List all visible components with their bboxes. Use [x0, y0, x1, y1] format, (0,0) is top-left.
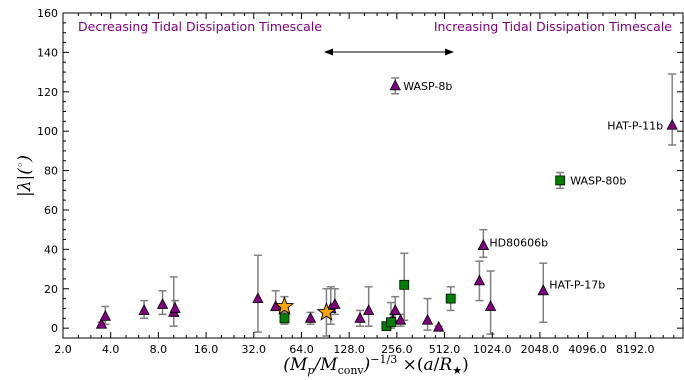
y-tick-label: 120: [37, 86, 58, 99]
annotations: WASP-8b HAT-P-11b HD80606b HAT-P-17b WASP-80…: [403, 80, 663, 292]
y-tick-label: 20: [44, 283, 58, 296]
x-tick-label: 8.0: [150, 343, 168, 356]
point-label: HD80606b: [489, 236, 548, 249]
triangle-point: [169, 302, 181, 313]
star-point: [274, 296, 295, 315]
triangle-point: [138, 304, 150, 315]
y-tick-label: 140: [37, 46, 58, 59]
plot-frame: [62, 12, 684, 339]
triangle-point: [389, 304, 401, 315]
markers: [95, 79, 678, 332]
triangle-point: [394, 313, 407, 325]
point-label: WASP-80b: [570, 174, 626, 187]
y-tick-label: 60: [44, 204, 58, 217]
triangle-point: [666, 118, 678, 130]
triangle-point: [156, 298, 169, 309]
square-point: [399, 279, 410, 290]
x-axis-label: (Mp/Mconv)−1/3 ×(a/R★): [283, 353, 468, 377]
direction-arrow: [324, 48, 454, 56]
triangle-point: [354, 311, 366, 323]
star-point: [316, 302, 337, 321]
square-point: [279, 313, 290, 324]
triangle-point: [484, 300, 497, 311]
triangle-point: [95, 317, 108, 329]
x-tick-label: 2048.0: [521, 343, 560, 356]
triangle-point: [537, 284, 549, 296]
triangle-point: [304, 311, 317, 323]
x-tick-label: 256.0: [381, 343, 413, 356]
y-tick-label: 100: [37, 125, 58, 138]
triangle-point: [99, 309, 111, 321]
triangle-point: [473, 274, 486, 286]
x-tick-label: 512.0: [429, 343, 461, 356]
point-label: WASP-8b: [403, 80, 452, 93]
x-tick-label: 2.0: [54, 343, 72, 356]
square-point: [445, 293, 456, 304]
y-tick-label: 40: [44, 243, 58, 256]
region-label-left: Decreasing Tidal Dissipation Timescale: [78, 19, 322, 34]
x-tick-label: 128.0: [333, 343, 365, 356]
y-tick-label: 160: [37, 7, 58, 20]
x-tick-label: 4096.0: [568, 343, 607, 356]
region-label-right: Increasing Tidal Dissipation Timescale: [434, 19, 672, 34]
triangle-point: [421, 313, 434, 325]
square-point: [386, 317, 396, 328]
x-tick-label: 1024.0: [473, 343, 512, 356]
x-tick-label: 32.0: [242, 343, 267, 356]
square-point: [555, 175, 566, 186]
triangle-point: [329, 298, 341, 309]
point-label: HAT-P-11b: [607, 119, 663, 132]
x-tick-label: 4.0: [102, 343, 120, 356]
svg-text:(Mp/Mconv)−1/3 ×(a/R★): (Mp/Mconv)−1/3 ×(a/R★): [283, 353, 468, 377]
y-axis-label: |λ|(◦): [14, 155, 35, 197]
y-tick-label: 0: [51, 322, 58, 335]
x-tick-label: 8192.0: [616, 343, 655, 356]
triangle-point: [252, 292, 264, 304]
triangle-point: [363, 304, 375, 315]
x-tick-label: 16.0: [194, 343, 219, 356]
y-tick-label: 80: [44, 165, 58, 178]
triangle-point: [477, 239, 490, 250]
triangle-point: [389, 79, 401, 91]
triangle-point: [432, 320, 445, 332]
point-label: HAT-P-17b: [549, 279, 605, 292]
x-tick-label: 64.0: [289, 343, 314, 356]
svg-text:|λ|(◦): |λ|(◦): [14, 155, 35, 197]
